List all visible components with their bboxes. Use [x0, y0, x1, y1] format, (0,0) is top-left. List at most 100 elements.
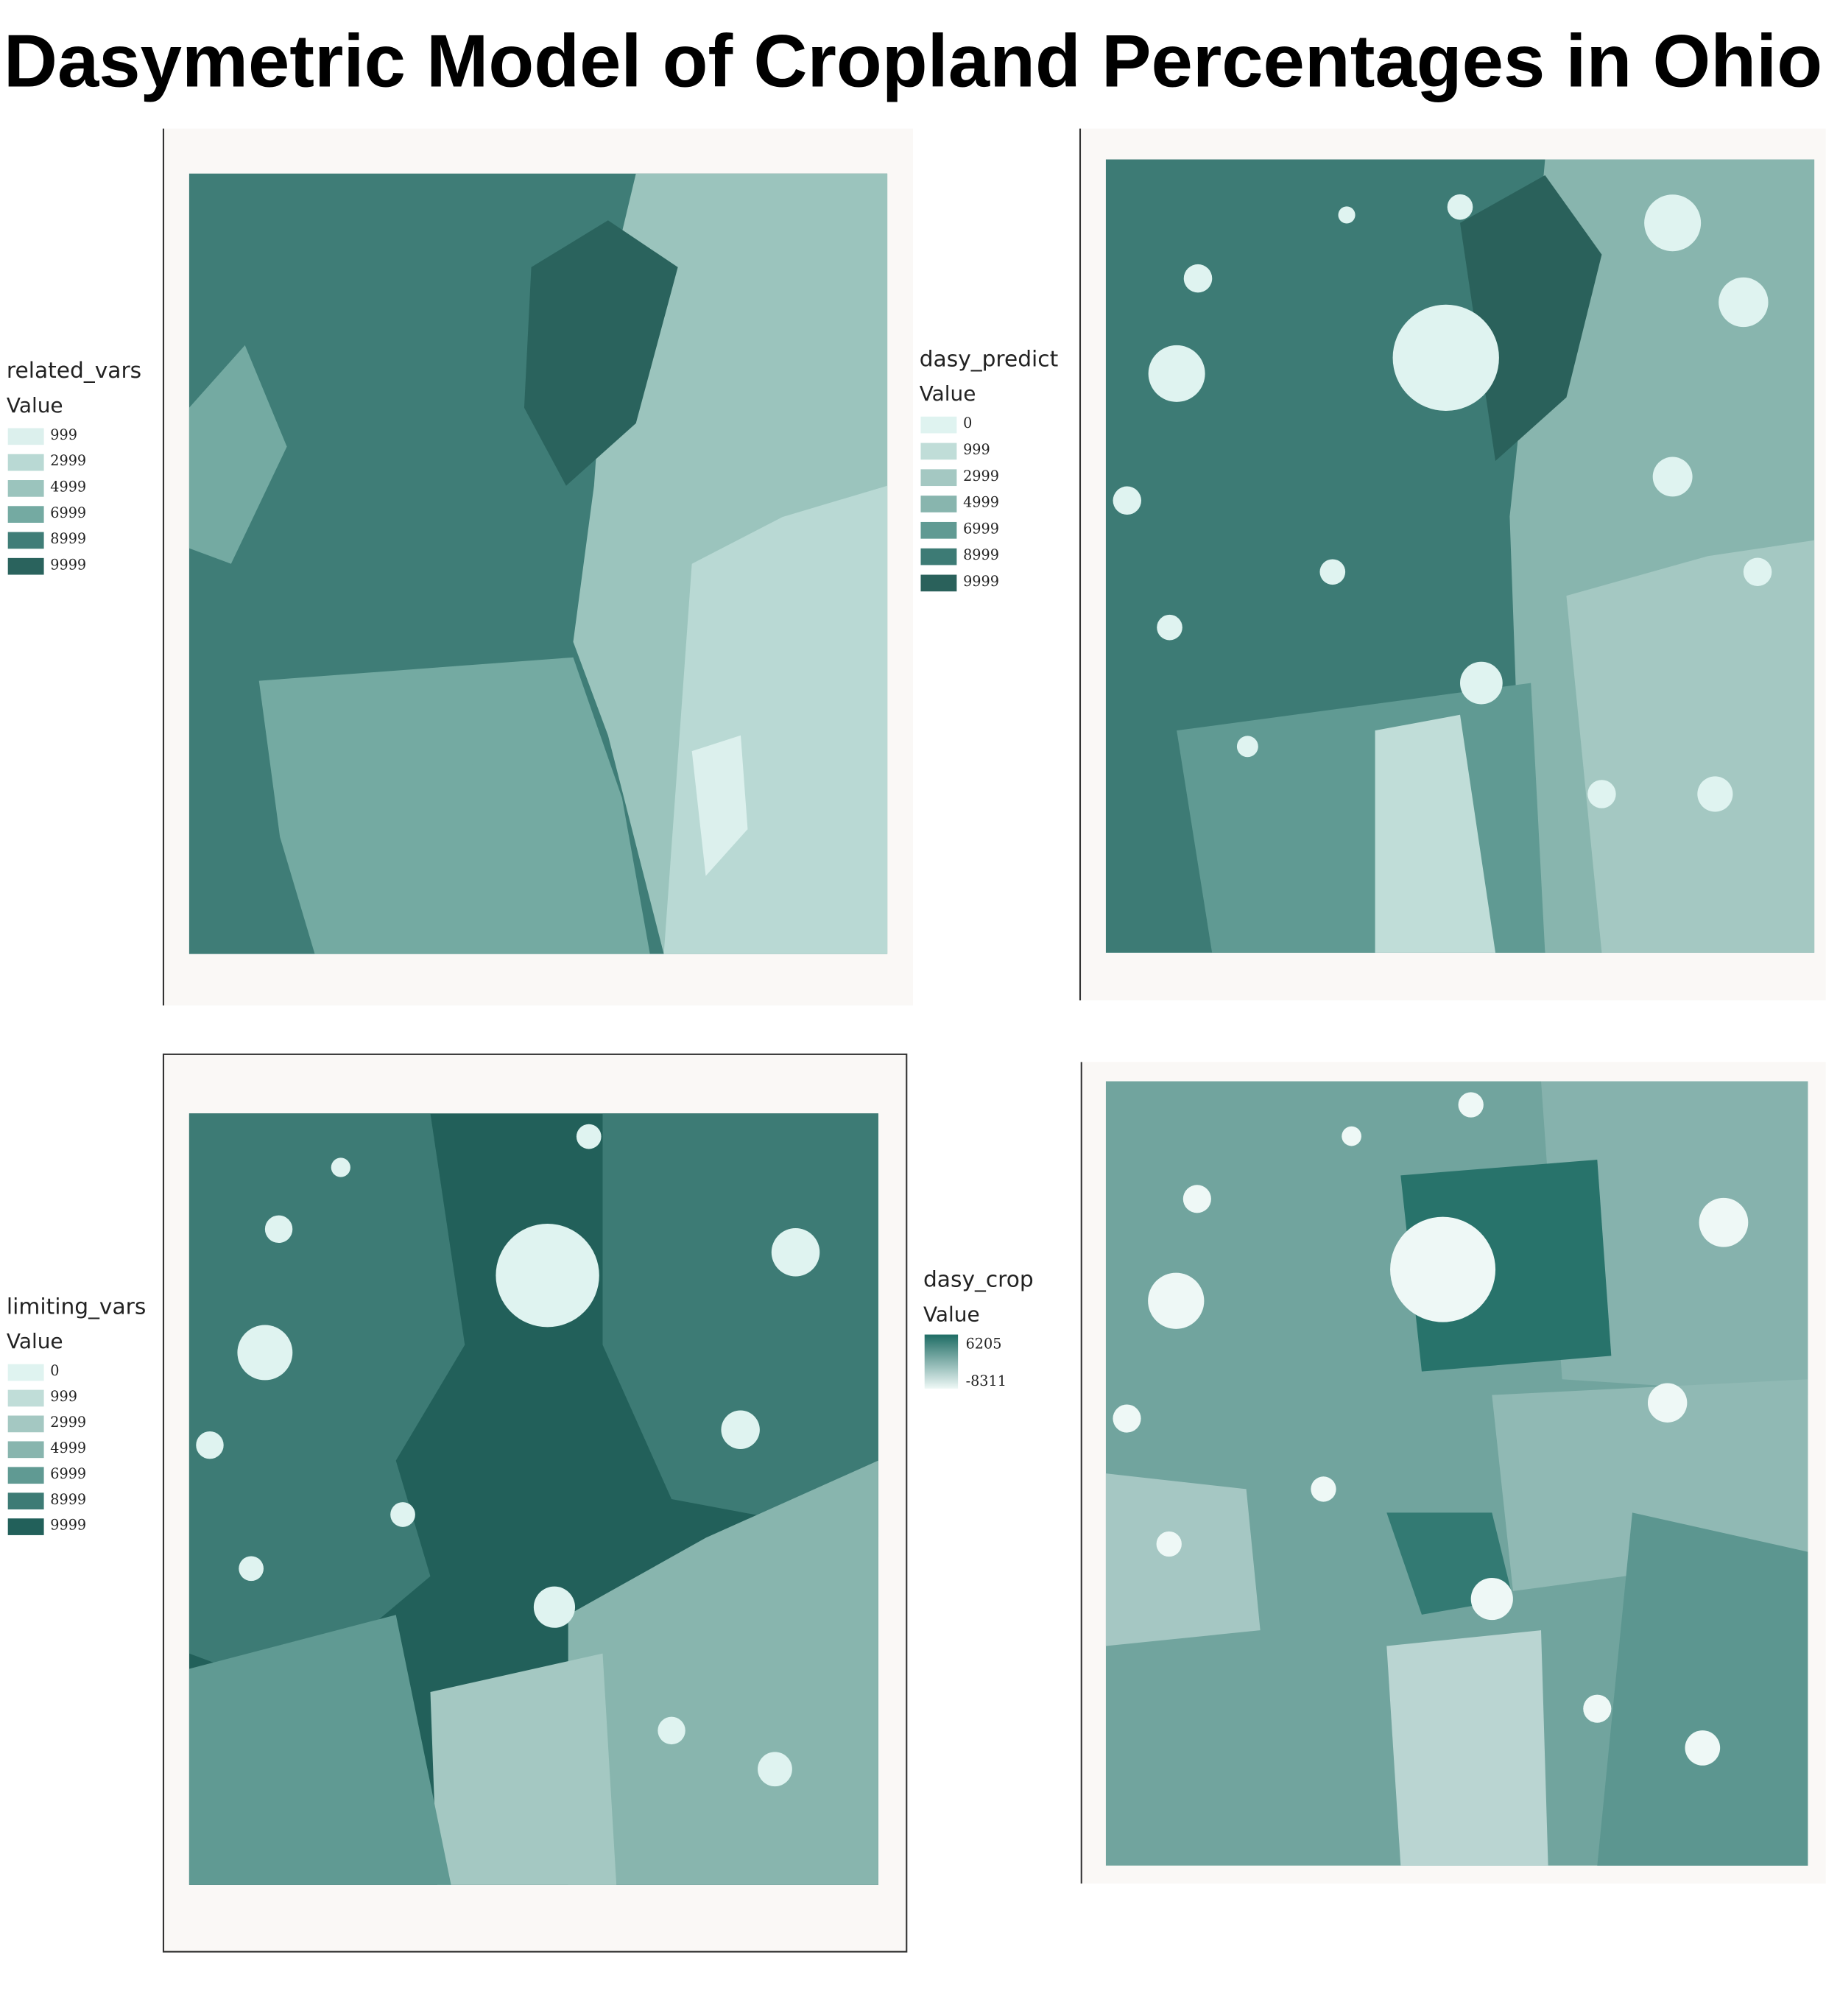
legend-label: 4999	[963, 494, 999, 511]
map-blob	[1319, 559, 1346, 585]
map-blob	[658, 1716, 685, 1745]
map-blob	[1156, 1531, 1182, 1557]
map-region	[1386, 1630, 1548, 1866]
map-blob	[237, 1325, 293, 1381]
map-blob	[1458, 1092, 1484, 1118]
legend-label: 999	[963, 441, 990, 458]
legend-min: -8311	[966, 1372, 1007, 1389]
legend-label: 2999	[50, 1414, 86, 1431]
map-blob	[1182, 1185, 1211, 1213]
map-blob	[1685, 1730, 1721, 1766]
map	[1105, 1081, 1808, 1866]
legend-label: 9999	[963, 573, 999, 590]
legend-label: 6999	[50, 1465, 86, 1482]
legend-label: 4999	[50, 1439, 86, 1456]
map-region	[188, 345, 287, 564]
map-region	[1597, 1512, 1808, 1866]
title: Dasymetric Model of Cropland Percentages…	[4, 20, 1822, 103]
legend-swatch	[7, 557, 44, 575]
map-region	[524, 220, 678, 486]
legend-swatch	[7, 506, 44, 523]
map-region	[258, 657, 650, 954]
map-region	[602, 1113, 878, 1538]
legend-swatch	[920, 443, 957, 460]
map-blob	[1719, 277, 1769, 328]
legend-title: limiting_vars	[7, 1293, 146, 1319]
legend-swatch	[7, 532, 44, 549]
map	[188, 1113, 878, 1885]
map-region	[691, 735, 748, 876]
legend-swatch	[7, 1441, 44, 1459]
legend-label: 9999	[50, 556, 86, 573]
legend-label: 0	[963, 415, 972, 431]
legend-subtitle: Value	[920, 381, 976, 406]
legend-swatch	[7, 480, 44, 497]
map-blob	[1697, 776, 1733, 812]
map-blob	[331, 1157, 350, 1177]
legend-label: 2999	[50, 452, 86, 469]
frame-border	[162, 1053, 908, 1953]
map-blob	[1470, 1577, 1513, 1621]
map-region	[188, 1615, 451, 1885]
legend-swatch	[920, 469, 957, 487]
map-blob	[1338, 206, 1356, 224]
map-blob	[1342, 1126, 1361, 1146]
legend-label: 8999	[50, 1491, 86, 1508]
legend-label: 4999	[50, 478, 86, 495]
legend-gradient	[924, 1334, 959, 1389]
map-blob	[1157, 614, 1182, 641]
legend-swatch	[7, 1467, 44, 1484]
legend-title: related_vars	[7, 357, 141, 383]
legend-swatch	[7, 1364, 44, 1381]
map-blob	[264, 1215, 293, 1244]
legend-swatch	[7, 454, 44, 471]
legend-label: 8999	[963, 546, 999, 563]
map-blob	[1113, 486, 1142, 515]
map-blob	[1236, 736, 1258, 758]
map-blob	[1311, 1476, 1336, 1502]
map-blob	[576, 1124, 602, 1149]
legend-swatch	[7, 1492, 44, 1510]
map-blob	[1587, 780, 1616, 808]
map-blob	[1148, 345, 1205, 402]
legend-title: dasy_predict	[920, 345, 1059, 371]
map-region	[188, 1113, 465, 1692]
legend-subtitle: Value	[7, 393, 63, 417]
legend-max: 6205	[966, 1335, 1002, 1352]
map-region	[568, 1460, 878, 1885]
map-blob	[1459, 661, 1503, 705]
legend-label: 8999	[50, 530, 86, 547]
legend-subtitle: Value	[7, 1329, 63, 1353]
map-blob	[1699, 1197, 1749, 1247]
legend-label: 999	[50, 1388, 77, 1405]
legend-swatch	[7, 1415, 44, 1433]
legend-swatch	[920, 416, 957, 434]
map-blob	[239, 1556, 264, 1582]
legend-swatch	[7, 1389, 44, 1407]
map-blob	[1447, 194, 1473, 220]
legend-title: dasy_crop	[923, 1266, 1034, 1292]
map-blob	[771, 1228, 820, 1277]
map-blob	[1743, 557, 1772, 587]
map-region	[1459, 175, 1602, 462]
map	[1105, 159, 1815, 953]
map	[188, 173, 888, 954]
map-blob	[496, 1224, 599, 1328]
map-blob	[721, 1410, 760, 1449]
map-blob	[1583, 1694, 1612, 1723]
map-blob	[1148, 1272, 1205, 1329]
map-blob	[533, 1586, 576, 1628]
map-blob	[196, 1431, 224, 1459]
map-region	[430, 1653, 617, 1885]
legend-label: 2999	[963, 468, 999, 484]
legend-subtitle: Value	[923, 1302, 980, 1326]
map-blob	[390, 1502, 415, 1527]
legend-swatch	[920, 496, 957, 512]
legend-label: 999	[50, 426, 77, 443]
map-region	[1177, 683, 1545, 953]
legend-swatch	[7, 1518, 44, 1535]
legend-label: 6999	[963, 520, 999, 537]
map-blob	[758, 1752, 792, 1787]
map-region	[1566, 540, 1815, 953]
